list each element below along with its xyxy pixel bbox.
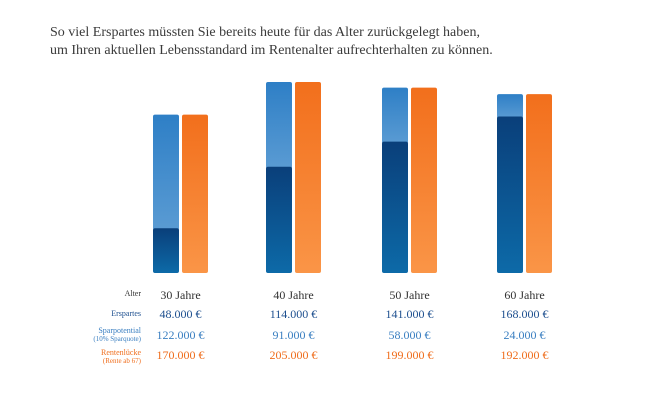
row-label-erspartes: Erspartes bbox=[111, 309, 141, 318]
cell-sparpotential-1: 122.000 € bbox=[156, 328, 205, 342]
bar-erspartes-3 bbox=[382, 141, 408, 273]
cell-erspartes-4: 168.000 € bbox=[500, 307, 549, 321]
row-label-sparpotential-text: Sparpotential bbox=[98, 326, 141, 335]
cell-sparpotential-4: 24.000 € bbox=[503, 328, 546, 342]
row-label-rentenluecke-sub: (Rente ab 67) bbox=[102, 357, 141, 365]
row-label-alter: Alter bbox=[124, 289, 141, 298]
bar-erspartes-1 bbox=[153, 228, 179, 273]
cell-rentenluecke-3: 199.000 € bbox=[385, 348, 434, 362]
cell-alter-3: 50 Jahre bbox=[389, 288, 430, 302]
cell-alter-2: 40 Jahre bbox=[273, 288, 314, 302]
bar-rentenluecke-1 bbox=[182, 114, 208, 273]
cell-sparpotential-3: 58.000 € bbox=[388, 328, 431, 342]
cell-rentenluecke-2: 205.000 € bbox=[269, 348, 318, 362]
bar-sparpotential-3 bbox=[382, 87, 408, 144]
title-line-1: So viel Erspartes müssten Sie bereits he… bbox=[50, 25, 480, 40]
title-line-2: um Ihren aktuellen Lebensstandard im Ren… bbox=[50, 43, 493, 58]
chart-title: So viel Erspartes müssten Sie bereits he… bbox=[50, 24, 650, 60]
cell-erspartes-1: 48.000 € bbox=[159, 307, 202, 321]
cell-sparpotential-2: 91.000 € bbox=[272, 328, 315, 342]
bar-rentenluecke-2 bbox=[295, 82, 321, 273]
bar-sparpotential-1 bbox=[153, 114, 179, 231]
bar-erspartes-2 bbox=[266, 166, 292, 273]
cell-erspartes-3: 141.000 € bbox=[385, 307, 434, 321]
cell-erspartes-2: 114.000 € bbox=[269, 307, 318, 321]
row-label-rentenluecke: Rentenlücke (Rente ab 67) bbox=[101, 348, 141, 365]
bar-sparpotential-4 bbox=[497, 94, 523, 119]
cell-alter-4: 60 Jahre bbox=[504, 288, 545, 302]
cell-alter-1: 30 Jahre bbox=[160, 288, 201, 302]
bar-sparpotential-2 bbox=[266, 82, 292, 169]
bar-rentenluecke-4 bbox=[526, 94, 552, 273]
row-label-sparpotential-sub: (10% Sparquote) bbox=[93, 335, 141, 343]
bar-erspartes-4 bbox=[497, 116, 523, 273]
bar-rentenluecke-3 bbox=[411, 87, 437, 273]
row-label-sparpotential: Sparpotential (10% Sparquote) bbox=[93, 326, 141, 343]
row-label-rentenluecke-text: Rentenlücke bbox=[101, 348, 141, 357]
cell-rentenluecke-4: 192.000 € bbox=[500, 348, 549, 362]
cell-rentenluecke-1: 170.000 € bbox=[156, 348, 205, 362]
